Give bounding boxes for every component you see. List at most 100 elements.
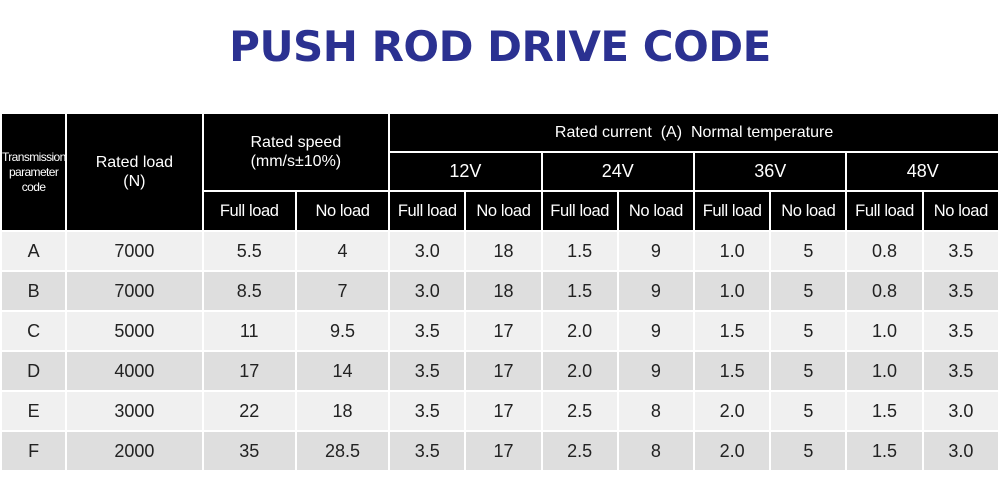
table-row: C 5000 11 9.5 3.5 17 2.0 9 1.5 5 1.0 3.5 — [2, 312, 998, 350]
cell-12v-full-load: 3.0 — [390, 272, 465, 310]
cell-speed-full-load: 11 — [203, 312, 295, 350]
cell-12v-full-load: 3.5 — [390, 432, 465, 470]
header-12v-no-load: No load — [466, 192, 541, 230]
cell-rated-load: 2000 — [67, 432, 202, 470]
header-voltage-24v: 24V — [542, 153, 693, 190]
header-speed-no-load: No load — [296, 192, 389, 230]
header-code-line: Transmission — [2, 149, 66, 164]
header-voltage-48v: 48V — [847, 153, 998, 190]
cell-24v-full-load: 2.0 — [542, 312, 617, 350]
cell-speed-full-load: 22 — [203, 392, 295, 430]
cell-12v-no-load: 17 — [466, 352, 541, 390]
cell-48v-full-load: 1.0 — [847, 352, 922, 390]
cell-24v-full-load: 1.5 — [542, 272, 617, 310]
cell-24v-no-load: 9 — [618, 352, 693, 390]
cell-24v-no-load: 9 — [618, 272, 693, 310]
cell-speed-full-load: 5.5 — [203, 232, 295, 270]
cell-24v-full-load: 2.5 — [542, 392, 617, 430]
cell-36v-full-load: 2.0 — [695, 432, 770, 470]
cell-12v-full-load: 3.5 — [390, 352, 465, 390]
cell-48v-no-load: 3.5 — [923, 232, 998, 270]
cell-12v-full-load: 3.5 — [390, 392, 465, 430]
cell-speed-no-load: 7 — [296, 272, 389, 310]
cell-12v-no-load: 17 — [466, 312, 541, 350]
header-12v-full-load: Full load — [390, 192, 465, 230]
header-rated-load-line: (N) — [123, 173, 146, 190]
cell-rated-load: 7000 — [67, 272, 202, 310]
cell-48v-full-load: 0.8 — [847, 272, 922, 310]
cell-12v-no-load: 18 — [466, 272, 541, 310]
header-rated-speed-line: Rated speed — [250, 134, 342, 151]
cell-48v-full-load: 1.5 — [847, 432, 922, 470]
page-title: PUSH ROD DRIVE CODE — [229, 22, 771, 71]
header-voltage-12v: 12V — [390, 153, 541, 190]
cell-code: C — [2, 312, 66, 350]
cell-12v-full-load: 3.0 — [390, 232, 465, 270]
header-rated-speed: Rated speed (mm/s±10%) — [203, 114, 389, 190]
cell-36v-no-load: 5 — [771, 272, 846, 310]
cell-36v-no-load: 5 — [771, 232, 846, 270]
cell-24v-full-load: 2.0 — [542, 352, 617, 390]
cell-code: E — [2, 392, 66, 430]
cell-24v-full-load: 2.5 — [542, 432, 617, 470]
header-rated-load-line: Rated load — [95, 154, 174, 171]
cell-48v-full-load: 1.0 — [847, 312, 922, 350]
cell-code: D — [2, 352, 66, 390]
table-row: A 7000 5.5 4 3.0 18 1.5 9 1.0 5 0.8 3.5 — [2, 232, 998, 270]
table-row: D 4000 17 14 3.5 17 2.0 9 1.5 5 1.0 3.5 — [2, 352, 998, 390]
header-48v-full-load: Full load — [847, 192, 922, 230]
cell-24v-no-load: 9 — [618, 312, 693, 350]
cell-24v-no-load: 8 — [618, 432, 693, 470]
cell-speed-no-load: 9.5 — [296, 312, 389, 350]
cell-48v-no-load: 3.5 — [923, 312, 998, 350]
header-24v-no-load: No load — [618, 192, 693, 230]
header-36v-full-load: Full load — [695, 192, 770, 230]
cell-rated-load: 5000 — [67, 312, 202, 350]
cell-36v-full-load: 2.0 — [695, 392, 770, 430]
cell-speed-full-load: 17 — [203, 352, 295, 390]
cell-36v-full-load: 1.5 — [695, 352, 770, 390]
cell-speed-no-load: 18 — [296, 392, 389, 430]
cell-12v-no-load: 17 — [466, 432, 541, 470]
cell-24v-no-load: 8 — [618, 392, 693, 430]
cell-speed-no-load: 4 — [296, 232, 389, 270]
table-row: B 7000 8.5 7 3.0 18 1.5 9 1.0 5 0.8 3.5 — [2, 272, 998, 310]
cell-36v-full-load: 1.0 — [695, 232, 770, 270]
cell-48v-no-load: 3.0 — [923, 432, 998, 470]
cell-36v-no-load: 5 — [771, 312, 846, 350]
header-24v-full-load: Full load — [542, 192, 617, 230]
cell-speed-full-load: 35 — [203, 432, 295, 470]
header-rated-load: Rated load (N) — [67, 114, 202, 230]
header-rated-speed-line: (mm/s±10%) — [250, 153, 342, 170]
header-speed-full-load: Full load — [203, 192, 295, 230]
table-row: E 3000 22 18 3.5 17 2.5 8 2.0 5 1.5 3.0 — [2, 392, 998, 430]
cell-code: A — [2, 232, 66, 270]
spec-table: Transmission parameter code Rated load (… — [0, 112, 1000, 472]
cell-rated-load: 3000 — [67, 392, 202, 430]
cell-36v-full-load: 1.5 — [695, 312, 770, 350]
header-code: Transmission parameter code — [2, 114, 66, 230]
cell-48v-no-load: 3.5 — [923, 272, 998, 310]
cell-24v-full-load: 1.5 — [542, 232, 617, 270]
cell-36v-no-load: 5 — [771, 352, 846, 390]
cell-speed-no-load: 28.5 — [296, 432, 389, 470]
header-48v-no-load: No load — [923, 192, 998, 230]
header-code-line: code — [21, 179, 46, 194]
header-36v-no-load: No load — [771, 192, 846, 230]
cell-12v-no-load: 17 — [466, 392, 541, 430]
header-voltage-36v: 36V — [695, 153, 846, 190]
cell-48v-full-load: 0.8 — [847, 232, 922, 270]
cell-speed-full-load: 8.5 — [203, 272, 295, 310]
cell-48v-full-load: 1.5 — [847, 392, 922, 430]
cell-12v-no-load: 18 — [466, 232, 541, 270]
cell-code: F — [2, 432, 66, 470]
header-code-line: parameter — [8, 164, 59, 179]
cell-rated-load: 4000 — [67, 352, 202, 390]
cell-code: B — [2, 272, 66, 310]
cell-24v-no-load: 9 — [618, 232, 693, 270]
cell-36v-no-load: 5 — [771, 392, 846, 430]
cell-48v-no-load: 3.0 — [923, 392, 998, 430]
cell-rated-load: 7000 — [67, 232, 202, 270]
cell-12v-full-load: 3.5 — [390, 312, 465, 350]
table-row: F 2000 35 28.5 3.5 17 2.5 8 2.0 5 1.5 3.… — [2, 432, 998, 470]
